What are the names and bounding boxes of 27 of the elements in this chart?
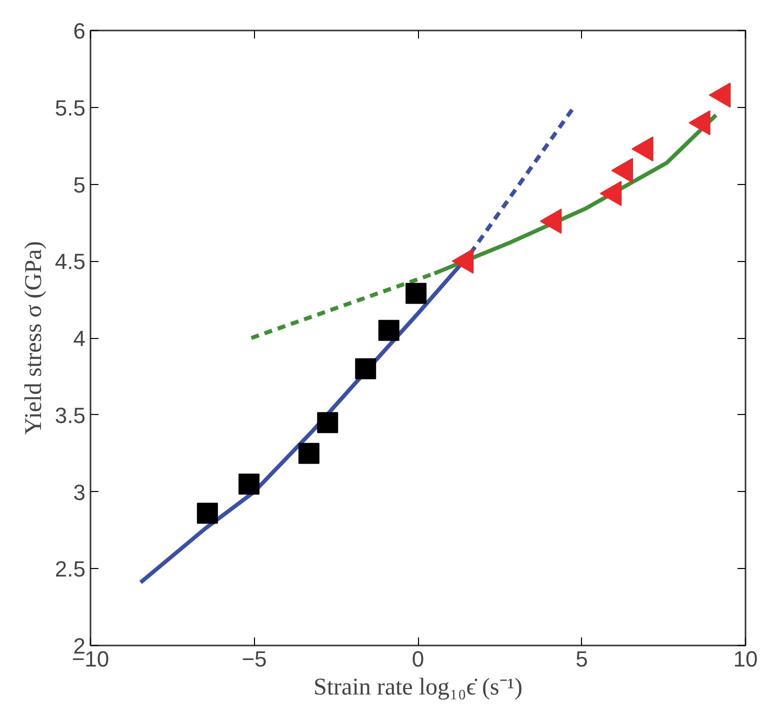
x-tick-label: 5 (576, 646, 588, 672)
point (355, 358, 376, 380)
y-tick-label: 4.5 (54, 249, 86, 274)
x-tick-label: 0 (412, 646, 424, 672)
y-tick-label: 6 (73, 18, 86, 44)
y-tick-label: 2.5 (54, 556, 86, 582)
y-tick-label: 5.5 (54, 95, 86, 120)
point (196, 502, 218, 524)
x-tick-label: 10 (733, 646, 758, 672)
point (378, 320, 400, 341)
y-tick-label: 4 (73, 326, 86, 351)
x-axis-title: Strain rate log₁₀ϵ̇ (s⁻¹) (314, 674, 522, 700)
x-tick-label: −5 (242, 646, 267, 672)
point (540, 208, 562, 234)
point (406, 282, 427, 304)
y-tick-label: 5 (73, 172, 86, 198)
point (317, 412, 338, 434)
point (298, 442, 320, 464)
point (632, 136, 654, 162)
y-axis-title: Yield stress σ (GPa) (20, 241, 47, 435)
point (611, 158, 634, 183)
point (688, 110, 710, 136)
y-tick-label: 3 (73, 480, 86, 505)
y-tick-label: 3.5 (54, 402, 86, 428)
point (238, 474, 260, 495)
point (600, 180, 622, 206)
point (708, 82, 731, 108)
